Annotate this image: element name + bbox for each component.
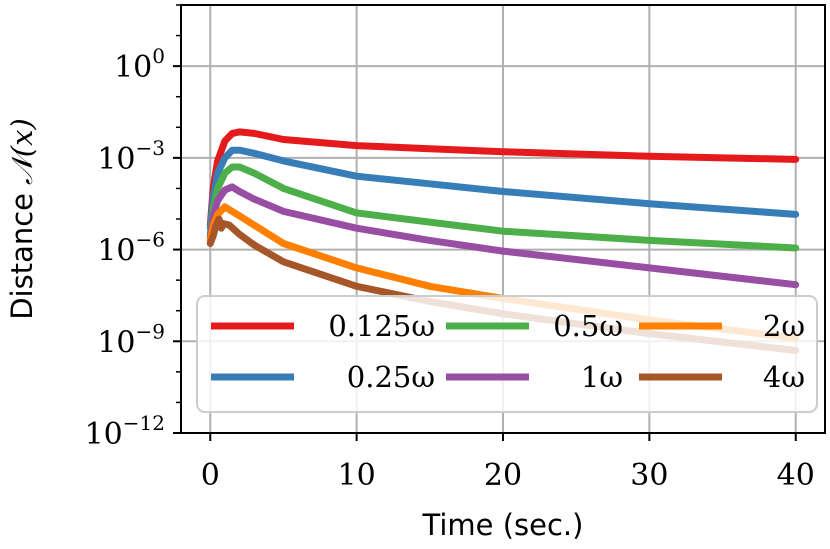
y-tick-label: 10−3 [97,136,165,177]
y-tick-exponent: −3 [136,136,165,160]
y-tick-base: 10 [114,50,152,85]
y-axis-label-math: 𝒩(x) [5,118,39,185]
legend-label-4: 1ω [581,360,623,394]
legend: 0.125ω 0.25ω 0.5ω 1ω 2ω 4ω [196,295,818,413]
legend-label-5: 2ω [763,309,805,343]
y-tick-base: 10 [97,234,135,269]
y-tick-exponent: −6 [136,228,165,252]
y-tick-base: 10 [97,142,135,177]
y-tick-label: 100 [114,44,165,85]
series-line-3 [206,163,800,252]
y-axis-label-word: Distance [5,193,39,320]
x-tick-label: 40 [777,458,815,493]
y-tick-exponent: 0 [152,44,165,68]
y-axis-label-group: Distance 𝒩(x) [5,118,39,320]
y-tick-base: 10 [85,417,123,452]
series-line-2 [206,146,800,232]
legend-box [196,295,818,413]
x-tick-label: 30 [630,458,668,493]
series-line-1 [206,128,800,229]
y-tick-label: 10−12 [85,411,165,452]
x-axis-ticks: 0 10 20 30 40 [201,433,815,493]
y-tick-exponent: −9 [136,319,165,343]
y-axis-label: Distance 𝒩(x) [5,118,39,320]
y-tick-base: 10 [97,325,135,360]
x-tick-label: 20 [484,458,522,493]
legend-label-2: 0.25ω [347,360,435,394]
y-tick-label: 10−9 [97,319,165,360]
legend-label-6: 4ω [763,360,805,394]
x-tick-label: 0 [201,458,220,493]
legend-label-1: 0.125ω [328,309,435,343]
x-axis-label: Time (sec.) [422,508,584,542]
x-tick-label: 10 [338,458,376,493]
y-tick-label: 10−6 [97,228,165,269]
legend-label-3: 0.5ω [553,309,623,343]
y-tick-exponent: −12 [123,411,165,435]
series-line-4 [206,183,800,289]
